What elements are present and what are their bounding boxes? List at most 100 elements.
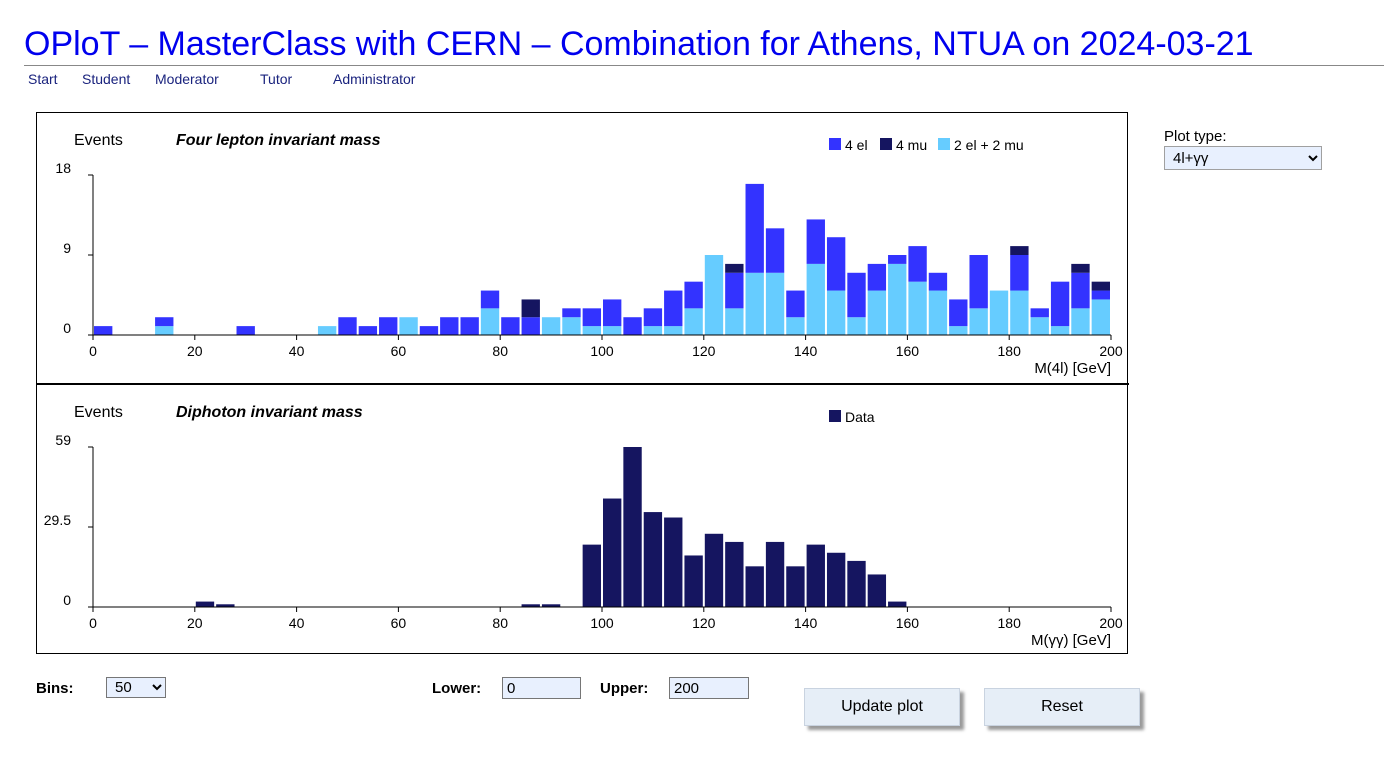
bar <box>1071 272 1090 309</box>
bar <box>888 601 907 607</box>
bar <box>94 326 113 335</box>
bar <box>460 317 479 335</box>
x-tick-label: 140 <box>794 615 818 631</box>
bar <box>419 326 439 335</box>
bar <box>216 604 235 607</box>
y-tick-label: 29.5 <box>44 512 71 528</box>
plot-type-select[interactable]: 4l+γγ <box>1164 146 1322 170</box>
bar <box>867 574 887 607</box>
bar <box>826 290 846 335</box>
bar <box>745 183 764 273</box>
x-tick-label: 140 <box>794 343 818 359</box>
bar <box>684 308 703 335</box>
bar <box>684 281 703 309</box>
nav-moderator[interactable]: Moderator <box>155 71 219 87</box>
bar <box>236 326 255 335</box>
bar <box>684 555 703 607</box>
x-tick-label: 20 <box>187 343 203 359</box>
x-tick-label: 180 <box>998 343 1022 359</box>
bar <box>643 308 663 327</box>
nav-student[interactable]: Student <box>82 71 131 87</box>
x-tick-label: 180 <box>998 615 1022 631</box>
bar <box>623 447 642 607</box>
bar <box>643 326 663 335</box>
x-tick-label: 100 <box>590 615 614 631</box>
bar <box>582 308 601 327</box>
bar <box>765 541 785 607</box>
update-plot-button[interactable]: Update plot <box>804 688 960 726</box>
bar <box>888 255 907 264</box>
bar <box>826 237 846 291</box>
bar <box>1071 263 1090 273</box>
bar <box>847 560 866 607</box>
bar <box>704 533 724 607</box>
bar <box>1071 308 1090 335</box>
bar <box>1030 317 1049 335</box>
bar <box>317 326 337 335</box>
bar <box>582 326 601 335</box>
bar <box>603 498 622 607</box>
bins-label: Bins: <box>36 680 74 697</box>
bar <box>562 317 581 335</box>
x-tick-label: 20 <box>187 615 203 631</box>
bar <box>541 317 561 335</box>
bar <box>521 299 540 318</box>
bar <box>786 290 805 318</box>
bar <box>501 317 520 335</box>
legend-swatch <box>938 138 950 150</box>
bar <box>480 308 500 335</box>
y-tick-label: 9 <box>63 240 71 256</box>
bar <box>379 317 398 335</box>
bar <box>908 281 927 335</box>
legend-swatch <box>829 410 841 422</box>
upper-input[interactable] <box>669 677 749 699</box>
reset-button[interactable]: Reset <box>984 688 1140 726</box>
x-axis-label: M(4l) [GeV] <box>1034 360 1111 377</box>
bar <box>725 263 744 273</box>
lower-input[interactable] <box>502 677 581 699</box>
x-tick-label: 0 <box>89 615 97 631</box>
y-tick-label: 0 <box>63 592 71 608</box>
bar <box>603 299 622 327</box>
bar <box>806 219 825 264</box>
legend-label: 4 mu <box>896 137 927 153</box>
y-tick-label: 18 <box>55 160 71 176</box>
x-tick-label: 200 <box>1099 343 1123 359</box>
bins-select[interactable]: 50 <box>106 677 166 698</box>
bar <box>989 290 1009 335</box>
bar <box>338 317 357 335</box>
bar <box>1091 281 1110 291</box>
nav-tutor[interactable]: Tutor <box>260 71 293 87</box>
nav-administrator[interactable]: Administrator <box>333 71 416 87</box>
legend-swatch <box>829 138 841 150</box>
x-tick-label: 80 <box>492 615 508 631</box>
bar <box>949 299 968 327</box>
bar <box>725 272 744 309</box>
four-lepton-chart: Events Four lepton invariant mass 0 20 40 60 8… <box>55 132 1123 377</box>
y-tick-label: 59 <box>55 432 71 448</box>
bar <box>725 308 744 335</box>
bar <box>664 290 683 327</box>
page-title: OPloT – MasterClass with CERN – Combinat… <box>24 25 1254 63</box>
bar <box>725 541 744 607</box>
nav-start[interactable]: Start <box>28 71 58 87</box>
bar <box>928 272 948 291</box>
bar <box>826 552 846 607</box>
bar <box>440 317 459 335</box>
bar <box>928 290 948 335</box>
upper-label: Upper: <box>600 680 649 697</box>
bar <box>562 308 581 318</box>
bar <box>786 566 805 607</box>
y-axis-label: Events <box>74 404 123 421</box>
bar <box>745 272 764 335</box>
bar <box>1050 326 1070 335</box>
chart-title: Diphoton invariant mass <box>176 404 363 421</box>
bar <box>806 263 825 335</box>
x-tick-label: 120 <box>692 615 716 631</box>
bar <box>786 317 805 335</box>
bar <box>358 326 378 335</box>
bar <box>806 544 825 607</box>
bar <box>704 255 724 335</box>
bar <box>1050 281 1070 327</box>
y-tick-label: 0 <box>63 320 71 336</box>
